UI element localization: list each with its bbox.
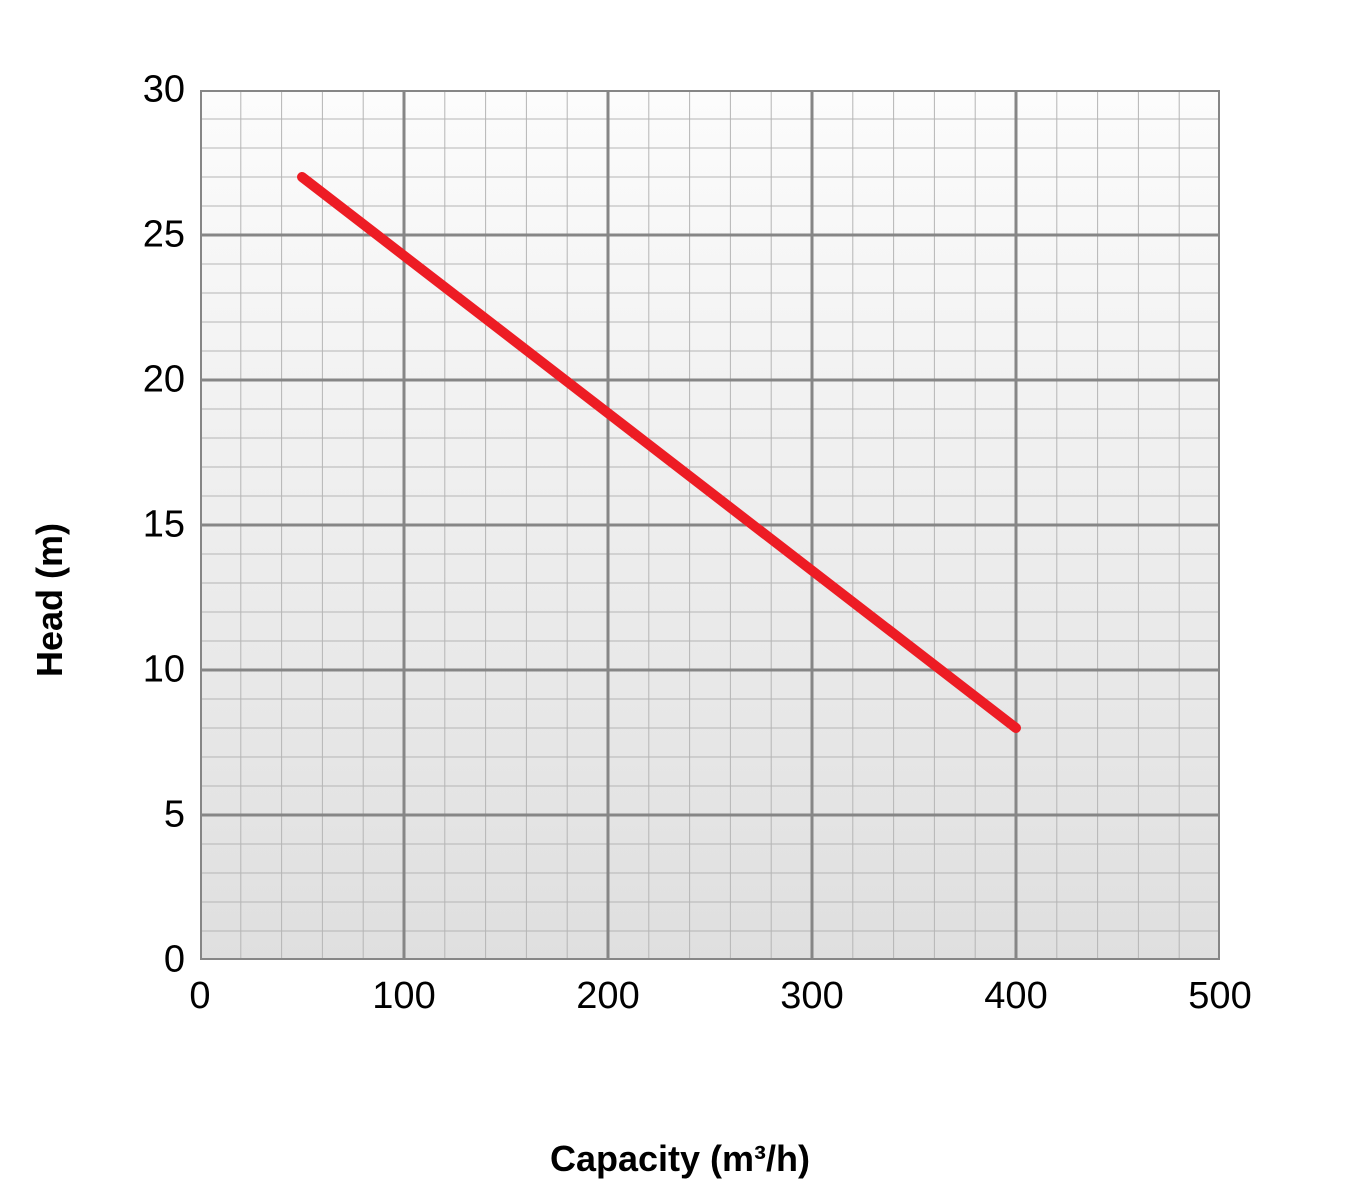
chart-container: Head (m) 051015202530 0100200300400500 C… xyxy=(80,50,1280,1150)
y-tick-label: 10 xyxy=(143,648,185,691)
x-tick-label: 300 xyxy=(780,975,843,1018)
y-axis-label: Head (m) xyxy=(29,523,71,677)
x-tick-label: 500 xyxy=(1188,975,1251,1018)
x-axis-label: Capacity (m³/h) xyxy=(550,1138,810,1180)
y-tick-label: 20 xyxy=(143,358,185,401)
y-tick-label: 0 xyxy=(164,939,185,982)
y-tick-label: 30 xyxy=(143,69,185,112)
x-tick-label: 100 xyxy=(372,975,435,1018)
y-tick-label: 5 xyxy=(164,794,185,837)
y-tick-label: 15 xyxy=(143,504,185,547)
x-tick-label: 0 xyxy=(189,975,210,1018)
plot-area: 051015202530 0100200300400500 xyxy=(200,90,1220,960)
chart-svg xyxy=(200,90,1220,960)
x-tick-label: 400 xyxy=(984,975,1047,1018)
x-tick-label: 200 xyxy=(576,975,639,1018)
y-tick-label: 25 xyxy=(143,213,185,256)
